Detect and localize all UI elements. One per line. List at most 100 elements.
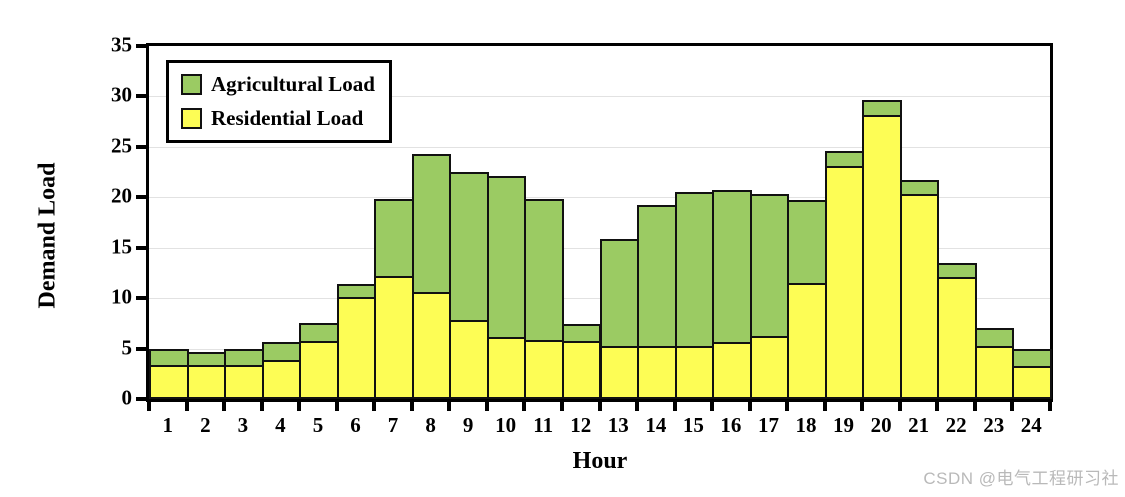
y-axis-title: Demand Load bbox=[34, 162, 61, 309]
bar-hour-8 bbox=[411, 46, 452, 399]
x-tick-mark-15 bbox=[710, 402, 715, 411]
legend-item-residential: Residential Load bbox=[181, 106, 375, 131]
x-tick-label-13: 13 bbox=[607, 413, 629, 437]
bar-hour-21 bbox=[899, 46, 940, 399]
agricultural-segment-hour-18 bbox=[787, 200, 827, 286]
legend: Agricultural Load Residential Load bbox=[166, 60, 392, 143]
legend-label-agricultural: Agricultural Load bbox=[211, 72, 375, 96]
x-tick-mark-4 bbox=[297, 402, 302, 411]
x-tick-mark-0 bbox=[147, 402, 151, 411]
y-tick-label-10: 10 bbox=[111, 284, 132, 309]
bar-hour-23 bbox=[974, 46, 1015, 399]
agricultural-segment-hour-24 bbox=[1012, 348, 1052, 368]
x-tick-mark-18 bbox=[822, 402, 827, 411]
watermark: CSDN @电气工程研习社 bbox=[923, 469, 1119, 488]
legend-label-residential: Residential Load bbox=[211, 106, 364, 130]
grid-line-25 bbox=[149, 146, 1050, 148]
agricultural-segment-hour-13 bbox=[599, 238, 640, 348]
plot-area: Agricultural Load Residential Load bbox=[146, 43, 1053, 402]
residential-segment-hour-13 bbox=[599, 345, 640, 399]
y-tick-mark-10 bbox=[136, 296, 149, 301]
agricultural-segment-hour-14 bbox=[637, 205, 677, 348]
residential-segment-hour-10 bbox=[486, 337, 527, 399]
agricultural-segment-hour-12 bbox=[561, 324, 602, 343]
residential-segment-hour-6 bbox=[336, 297, 377, 399]
y-tick-mark-35 bbox=[136, 44, 149, 48]
x-tick-mark-2 bbox=[222, 402, 227, 411]
x-tick-mark-9 bbox=[484, 402, 489, 411]
bar-hour-18 bbox=[787, 46, 827, 399]
x-tick-mark-23 bbox=[1010, 402, 1015, 411]
agricultural-segment-hour-10 bbox=[486, 176, 527, 340]
grid-line-30 bbox=[149, 96, 1050, 98]
x-tick-label-12: 12 bbox=[570, 413, 592, 437]
y-tick-label-25: 25 bbox=[111, 133, 132, 158]
legend-item-agricultural: Agricultural Load bbox=[181, 72, 375, 97]
y-tick-mark-20 bbox=[136, 195, 149, 200]
residential-segment-hour-8 bbox=[411, 292, 452, 399]
x-tick-mark-3 bbox=[259, 402, 264, 411]
x-tick-label-11: 11 bbox=[533, 413, 554, 437]
y-tick-label-15: 15 bbox=[111, 234, 132, 259]
agricultural-segment-hour-21 bbox=[899, 180, 940, 197]
x-tick-mark-11 bbox=[559, 402, 564, 411]
agricultural-segment-hour-11 bbox=[524, 199, 564, 342]
agricultural-segment-hour-17 bbox=[749, 194, 790, 339]
x-tick-mark-1 bbox=[184, 402, 189, 411]
bar-hour-15 bbox=[674, 46, 715, 399]
agricultural-segment-hour-8 bbox=[411, 153, 452, 295]
x-tick-label-6: 6 bbox=[350, 413, 361, 437]
residential-segment-hour-22 bbox=[937, 276, 977, 399]
bar-hour-22 bbox=[937, 46, 977, 399]
bar-hour-17 bbox=[749, 46, 790, 399]
residential-segment-hour-14 bbox=[637, 345, 677, 399]
residential-segment-hour-7 bbox=[374, 275, 414, 399]
y-tick-mark-0 bbox=[136, 397, 149, 401]
agricultural-segment-hour-5 bbox=[299, 323, 339, 343]
x-tick-label-14: 14 bbox=[645, 413, 667, 437]
x-tick-label-24: 24 bbox=[1020, 413, 1042, 437]
agricultural-segment-hour-7 bbox=[374, 199, 414, 278]
x-tick-mark-21 bbox=[935, 402, 940, 411]
residential-segment-hour-17 bbox=[749, 336, 790, 399]
x-tick-mark-14 bbox=[672, 402, 677, 411]
x-tick-mark-12 bbox=[597, 402, 602, 411]
residential-segment-hour-24 bbox=[1012, 365, 1052, 399]
x-tick-label-2: 2 bbox=[200, 413, 211, 437]
x-tick-mark-22 bbox=[972, 402, 977, 411]
bar-hour-20 bbox=[862, 46, 902, 399]
grid-line-20 bbox=[149, 197, 1050, 199]
residential-segment-hour-12 bbox=[561, 340, 602, 399]
x-tick-label-15: 15 bbox=[682, 413, 704, 437]
residential-segment-hour-19 bbox=[824, 166, 865, 399]
residential-swatch bbox=[181, 108, 202, 129]
agricultural-segment-hour-23 bbox=[974, 328, 1015, 348]
x-tick-label-19: 19 bbox=[833, 413, 855, 437]
x-tick-label-18: 18 bbox=[795, 413, 817, 437]
agricultural-segment-hour-2 bbox=[186, 351, 227, 367]
bar-hour-12 bbox=[561, 46, 602, 399]
x-tick-mark-17 bbox=[785, 402, 790, 411]
agricultural-segment-hour-16 bbox=[712, 190, 752, 344]
residential-segment-hour-4 bbox=[261, 359, 302, 399]
x-tick-mark-19 bbox=[860, 402, 865, 411]
agricultural-segment-hour-15 bbox=[674, 192, 715, 348]
agricultural-segment-hour-1 bbox=[149, 348, 189, 367]
residential-segment-hour-11 bbox=[524, 339, 564, 399]
residential-segment-hour-20 bbox=[862, 114, 902, 399]
agricultural-segment-hour-19 bbox=[824, 150, 865, 169]
x-tick-label-10: 10 bbox=[495, 413, 517, 437]
y-tick-label-35: 35 bbox=[111, 32, 132, 57]
y-tick-mark-5 bbox=[136, 346, 149, 351]
x-tick-label-8: 8 bbox=[425, 413, 436, 437]
agricultural-segment-hour-4 bbox=[261, 341, 302, 362]
residential-segment-hour-23 bbox=[974, 345, 1015, 399]
plot-inner bbox=[149, 46, 1052, 399]
x-tick-label-17: 17 bbox=[757, 413, 779, 437]
y-tick-label-5: 5 bbox=[121, 335, 133, 360]
y-tick-mark-15 bbox=[136, 245, 149, 250]
residential-segment-hour-21 bbox=[899, 194, 940, 399]
x-tick-label-23: 23 bbox=[983, 413, 1005, 437]
agricultural-segment-hour-9 bbox=[449, 172, 489, 323]
